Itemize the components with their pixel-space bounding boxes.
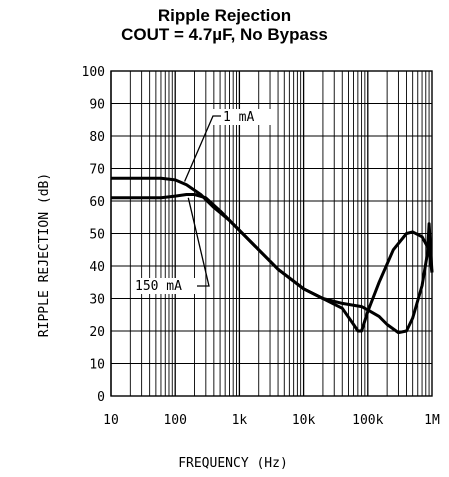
chart-title: Ripple Rejection [157,6,292,25]
chart-subtitle: COUT = 4.7µF, No Bypass [121,25,328,44]
tick-labels: 10 100 1k 10k 100k 1M 0 10 20 30 40 50 60 70 80 90 100 [82,65,440,428]
y-tick-label: 90 [89,98,105,113]
annotation-1ma-bg [209,109,271,125]
series-150ma-line [111,193,434,335]
annotation-1ma: 1 mA [223,110,254,125]
y-tick-label: 100 [82,65,105,80]
x-tick-label: 1M [424,413,440,428]
x-tick-label: 10k [292,413,316,428]
y-tick-label: 20 [89,325,105,340]
x-axis-label: FREQUENCY (Hz) [178,456,288,471]
y-tick-label: 50 [89,228,105,243]
x-tick-label: 100 [163,413,186,428]
annotation-150ma-bg [133,278,199,294]
plot-frame [110,70,433,397]
annotation-150ma-leader [187,197,210,287]
y-tick-label: 80 [89,130,105,145]
y-tick-label: 0 [97,390,105,405]
y-tick-label: 70 [89,163,105,178]
y-tick-label: 40 [89,260,105,275]
y-tick-label: 10 [89,358,105,373]
x-tick-label: 100k [352,413,383,428]
y-tick-label: 30 [89,293,105,308]
annotations: 1 mA 150 mA [133,109,271,294]
series-layer [111,176,434,335]
x-tick-label: 10 [103,413,119,428]
y-axis-label: RIPPLE REJECTION (dB) [37,173,52,337]
x-tick-label: 1k [232,413,248,428]
y-tick-label: 60 [89,195,105,210]
annotation-1ma-leader [184,115,221,182]
annotation-150ma: 150 mA [135,279,182,294]
grid [110,70,432,397]
